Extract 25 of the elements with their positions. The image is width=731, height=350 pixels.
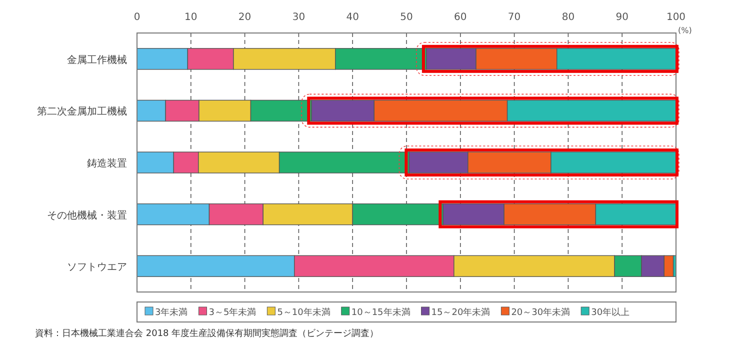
x-tick-label: 50 [400, 12, 413, 23]
x-tick-label: 30 [292, 12, 306, 23]
y-tick-label: 鋳造装置 [87, 158, 127, 170]
legend-label: 20～30年未満 [511, 307, 570, 318]
x-tick-label: 0 [134, 12, 140, 23]
legend-label: 3～5年未満 [208, 307, 256, 318]
y-tick-label: その他機械・装置 [47, 209, 127, 222]
y-tick-label: 第二次金属加工機械 [37, 106, 127, 118]
text: 資料：日本機械工業連合会 2018 年度生産設備保有期間実態調査（ビンテージ調査） [35, 328, 379, 339]
x-tick-label: 20 [238, 12, 252, 23]
legend-label: 30年以上 [591, 307, 630, 318]
y-tick-label: ソフトウエア [67, 262, 127, 274]
x-tick-label: 100 [666, 12, 686, 23]
x-tick-label: 90 [616, 12, 628, 23]
x-tick-label: 10 [184, 12, 198, 23]
legend-label: 10～15年未満 [351, 307, 410, 318]
x-tick-label: 60 [454, 12, 467, 23]
y-tick-label: 金属工作機械 [67, 54, 127, 66]
legend-label: 5～10年未満 [277, 307, 330, 318]
x-axis-title: (%) [678, 26, 692, 35]
x-tick-label: 70 [508, 12, 521, 23]
x-tick-label: 40 [346, 12, 359, 23]
legend-label: 3年未満 [155, 307, 188, 318]
x-tick-label: 80 [562, 12, 575, 23]
legend-label: 15～20年未満 [431, 307, 490, 318]
